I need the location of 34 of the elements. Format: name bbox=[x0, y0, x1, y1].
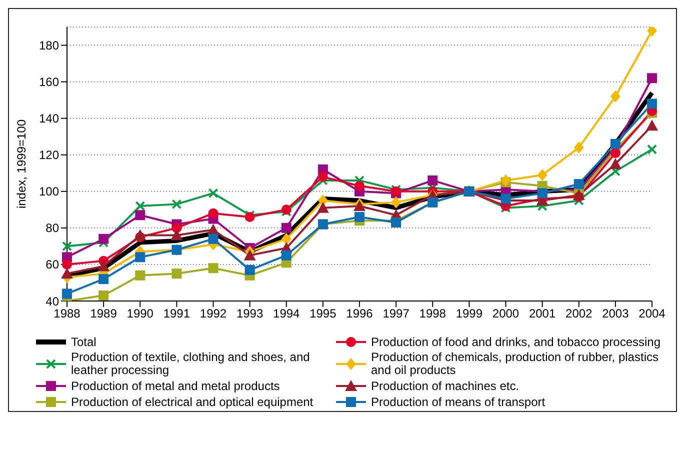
legend-label: Production of chemicals, production of rubber, plastics and oil products bbox=[371, 350, 660, 377]
legend-label: Production of metal and metal products bbox=[71, 378, 280, 392]
y-axis-title: index, 1999=100 bbox=[14, 119, 28, 209]
legend-label: Total bbox=[71, 334, 96, 348]
x-tick-label: 1989 bbox=[90, 306, 118, 321]
y-tick-label: 40 bbox=[46, 294, 60, 308]
x-tick-label: 2000 bbox=[492, 306, 520, 321]
x-tick-label: 1991 bbox=[163, 306, 190, 321]
y-tick-label: 100 bbox=[38, 184, 60, 199]
y-tick-label: 120 bbox=[38, 148, 60, 162]
y-tick-label: 140 bbox=[38, 112, 60, 126]
x-tick-label: 1998 bbox=[419, 306, 446, 321]
y-tick-label: 60 bbox=[46, 258, 60, 272]
x-tick-label: 2004 bbox=[638, 306, 666, 321]
x-tick-label: 1990 bbox=[126, 306, 154, 321]
y-tick-label: 180 bbox=[38, 38, 60, 53]
x-tick-label: 1993 bbox=[236, 306, 264, 321]
x-tick-label: 1992 bbox=[200, 306, 227, 321]
x-tick-label: 2003 bbox=[602, 306, 630, 321]
legend-label: Production of food and drinks, and tobacco processing bbox=[371, 334, 661, 348]
legend-label: Production of machines etc. bbox=[371, 378, 520, 392]
y-tick-label: 80 bbox=[46, 221, 60, 236]
x-tick-label: 1994 bbox=[273, 306, 300, 321]
legend-label: Production of textile, clothing and shoes, and leather processing bbox=[71, 350, 311, 377]
x-tick-label: 1988 bbox=[54, 306, 81, 321]
x-tick-label: 2002 bbox=[566, 306, 593, 321]
x-tick-label: 1996 bbox=[346, 306, 374, 321]
x-tick-label: 2001 bbox=[528, 306, 556, 321]
x-tick-label: 1995 bbox=[310, 306, 337, 321]
legend-label: Production of electrical and optical equipment bbox=[71, 394, 314, 408]
x-tick-label: 1999 bbox=[456, 306, 483, 321]
legend-label: Production of means of transport bbox=[371, 394, 546, 408]
y-tick-label: 160 bbox=[38, 75, 60, 90]
x-tick-label: 1997 bbox=[382, 306, 410, 321]
